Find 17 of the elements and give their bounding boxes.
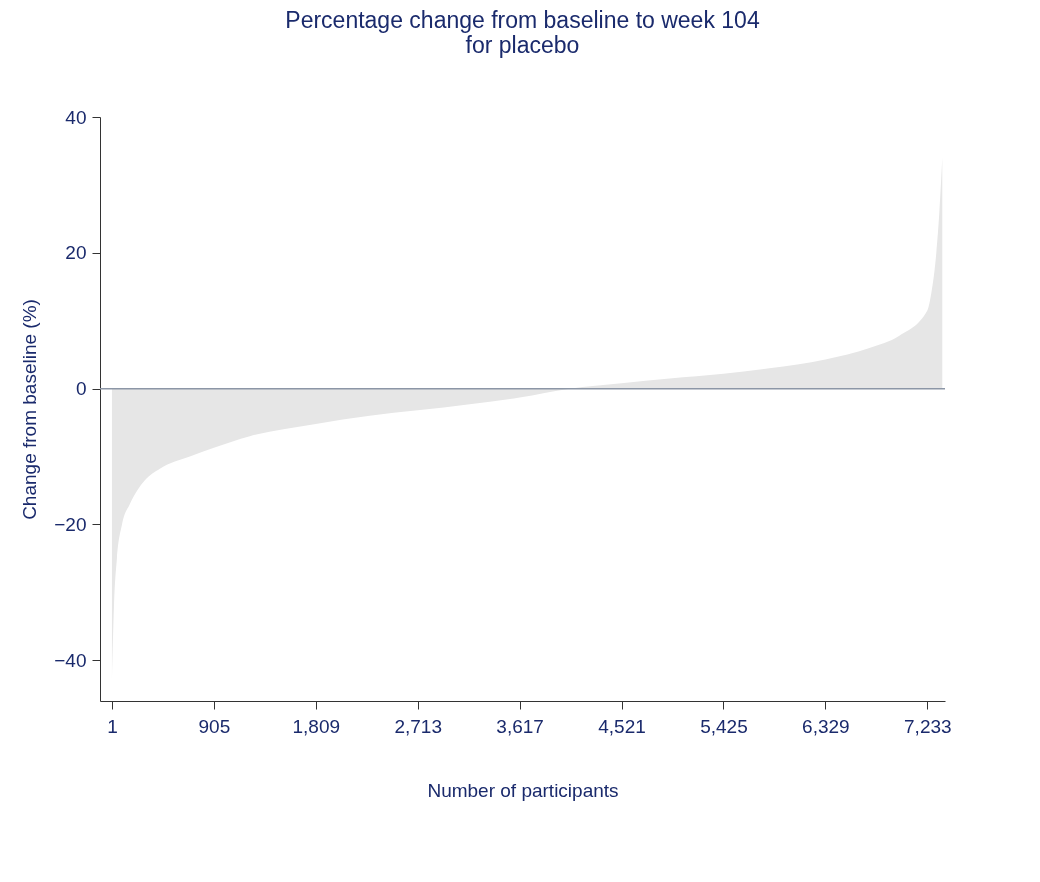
y-tick-label: −20 (54, 513, 87, 535)
x-tick-label: 1 (107, 715, 118, 737)
x-tick-label: 4,521 (598, 715, 646, 737)
y-tick-label: 40 (65, 106, 87, 128)
x-tick-label: 6,329 (802, 715, 850, 737)
x-tick-label: 5,425 (700, 715, 748, 737)
y-axis-title: Change from baseline (%) (19, 299, 41, 520)
x-tick-label: 7,233 (904, 715, 952, 737)
x-tick-label: 1,809 (292, 715, 341, 737)
x-tick-label: 905 (198, 715, 231, 737)
x-axis-title: Number of participants (427, 779, 619, 801)
y-tick-label: −40 (54, 649, 87, 671)
x-tick-label: 3,617 (496, 715, 544, 737)
y-tick-label: 20 (65, 242, 87, 264)
y-tick-label: 0 (75, 378, 87, 400)
x-tick-label: 2,713 (394, 715, 442, 737)
chart-title: Percentage change from baseline to week 104 for placebo (285, 7, 760, 58)
